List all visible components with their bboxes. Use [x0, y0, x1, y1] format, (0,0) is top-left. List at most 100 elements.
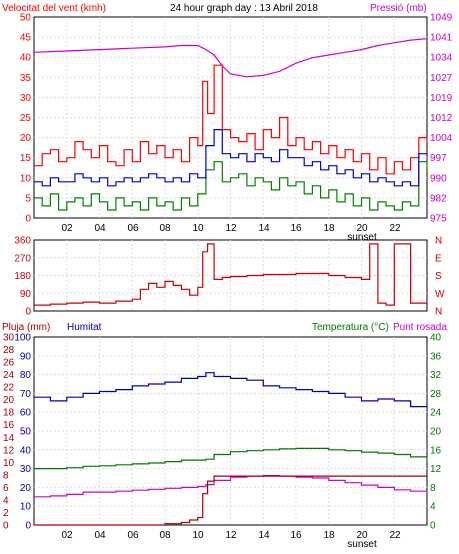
rain-axis-label: Pluja (mm)	[2, 322, 50, 333]
x-tick-label: 10	[192, 223, 204, 234]
rain-y-tick-label: 28	[3, 345, 15, 356]
rain-y-tick-label: 18	[3, 408, 15, 419]
wind-y-tick-label: 5	[25, 193, 31, 204]
pressure-axis-label: Pressió (mb)	[370, 3, 427, 14]
x-tick-label: 20	[356, 223, 368, 234]
dewpoint-axis-label: Punt rosada	[393, 322, 447, 333]
temperature-y-tick-label: 0	[430, 521, 436, 532]
wind-y-tick-label: 10	[20, 173, 32, 184]
compass-tick-label: N	[435, 236, 442, 247]
rain-y-tick-label: 16	[3, 420, 15, 431]
pressure-y-tick-label: 1041	[430, 33, 453, 44]
wind-y-tick-label: 15	[20, 153, 32, 164]
x-tick-label: 14	[258, 223, 270, 234]
compass-tick-label: N	[435, 307, 442, 318]
x-tick-label: 02	[61, 530, 73, 541]
wind-y-tick-label: 35	[20, 73, 32, 84]
wind-y-tick-label: 45	[20, 33, 32, 44]
rain-y-tick-label: 26	[3, 358, 15, 369]
x-tick-label: 14	[258, 530, 270, 541]
temperature-y-tick-label: 28	[430, 389, 442, 400]
humidity-y-tick-label: 80	[20, 370, 32, 381]
x-tick-label: 08	[159, 530, 171, 541]
x-tick-label: 22	[389, 530, 401, 541]
x-tick-label: 08	[159, 223, 171, 234]
humidity-y-tick-label: 30	[20, 464, 32, 475]
rain-line	[34, 475, 427, 526]
rain-y-tick-label: 20	[3, 395, 15, 406]
rain-y-tick-label: 30	[3, 333, 15, 344]
sunset-label: sunset	[347, 232, 377, 243]
sunset-label: sunset	[347, 539, 377, 550]
wind-direction-line	[34, 243, 427, 306]
rain-y-tick-label: 14	[3, 433, 15, 444]
x-tick-label: 10	[192, 530, 204, 541]
pressure-y-tick-label: 1012	[430, 113, 453, 124]
pressure-y-tick-label: 1004	[430, 133, 453, 144]
x-tick-label: 04	[94, 530, 106, 541]
compass-tick-label: S	[435, 271, 442, 282]
x-tick-label: 06	[127, 223, 139, 234]
humidity-y-tick-label: 50	[20, 427, 32, 438]
pressure-y-tick-label: 997	[430, 153, 447, 164]
pressure-y-tick-label: 1019	[430, 93, 453, 104]
humidity-y-tick-label: 40	[20, 445, 32, 456]
x-tick-label: 12	[225, 530, 237, 541]
wind-y-tick-label: 0	[25, 214, 31, 225]
rain-y-tick-label: 6	[3, 483, 9, 494]
x-tick-label: 02	[61, 223, 73, 234]
wind-y-tick-label: 20	[20, 133, 32, 144]
humidity-y-tick-label: 60	[20, 408, 32, 419]
pressure-y-tick-label: 975	[430, 214, 447, 225]
wind-y-tick-label: 25	[20, 113, 32, 124]
rain-y-tick-label: 10	[3, 458, 15, 469]
x-tick-label: 20	[356, 530, 368, 541]
x-tick-label: 22	[389, 223, 401, 234]
pressure-y-tick-label: 1049	[430, 13, 453, 24]
wind-speed-line	[34, 64, 428, 175]
temperature-axis-label: Temperatura (°C)	[312, 322, 389, 333]
x-tick-label: 18	[323, 530, 335, 541]
temperature-y-tick-label: 12	[430, 464, 442, 475]
wind-axis-label: Velocitat del vent (kmh)	[2, 3, 106, 14]
rain-y-tick-label: 24	[3, 370, 15, 381]
humidity-axis-label: Humitat	[67, 322, 102, 333]
temperature-y-tick-label: 36	[430, 351, 442, 362]
pressure-line	[33, 38, 428, 78]
pressure-y-tick-label: 990	[430, 173, 447, 184]
rain-y-tick-label: 22	[3, 383, 15, 394]
x-tick-label: 06	[127, 530, 139, 541]
direction-y-tick-label: 180	[14, 271, 31, 282]
x-tick-label: 12	[225, 223, 237, 234]
humidity-y-tick-label: 100	[14, 333, 31, 344]
rain-y-tick-label: 2	[3, 508, 9, 519]
wind-y-tick-label: 40	[20, 53, 32, 64]
dewpoint-line	[34, 475, 428, 498]
pressure-y-tick-label: 982	[430, 193, 447, 204]
x-tick-label: 04	[94, 223, 106, 234]
wind-y-tick-label: 50	[20, 13, 32, 24]
wind-average-line	[34, 129, 427, 187]
pressure-y-tick-label: 1027	[430, 73, 453, 84]
temperature-y-tick-label: 16	[430, 445, 442, 456]
humidity-y-tick-label: 70	[20, 389, 32, 400]
rain-y-tick-label: 0	[3, 521, 9, 532]
wind-gust-line	[34, 161, 428, 211]
direction-y-tick-label: 0	[25, 307, 31, 318]
humidity-y-tick-label: 90	[20, 351, 32, 362]
direction-y-tick-label: 90	[20, 289, 32, 300]
rain-y-tick-label: 4	[3, 495, 9, 506]
temperature-y-tick-label: 24	[430, 408, 442, 419]
humidity-line	[34, 372, 428, 408]
temperature-line	[34, 447, 428, 470]
compass-tick-label: W	[435, 289, 445, 300]
x-tick-label: 18	[323, 223, 335, 234]
humidity-y-tick-label: 0	[25, 521, 31, 532]
temperature-y-tick-label: 40	[430, 333, 442, 344]
temperature-y-tick-label: 8	[430, 483, 436, 494]
temperature-y-tick-label: 4	[430, 502, 436, 513]
wind-y-tick-label: 30	[20, 93, 32, 104]
humidity-y-tick-label: 10	[20, 502, 32, 513]
x-tick-label: 16	[290, 223, 302, 234]
